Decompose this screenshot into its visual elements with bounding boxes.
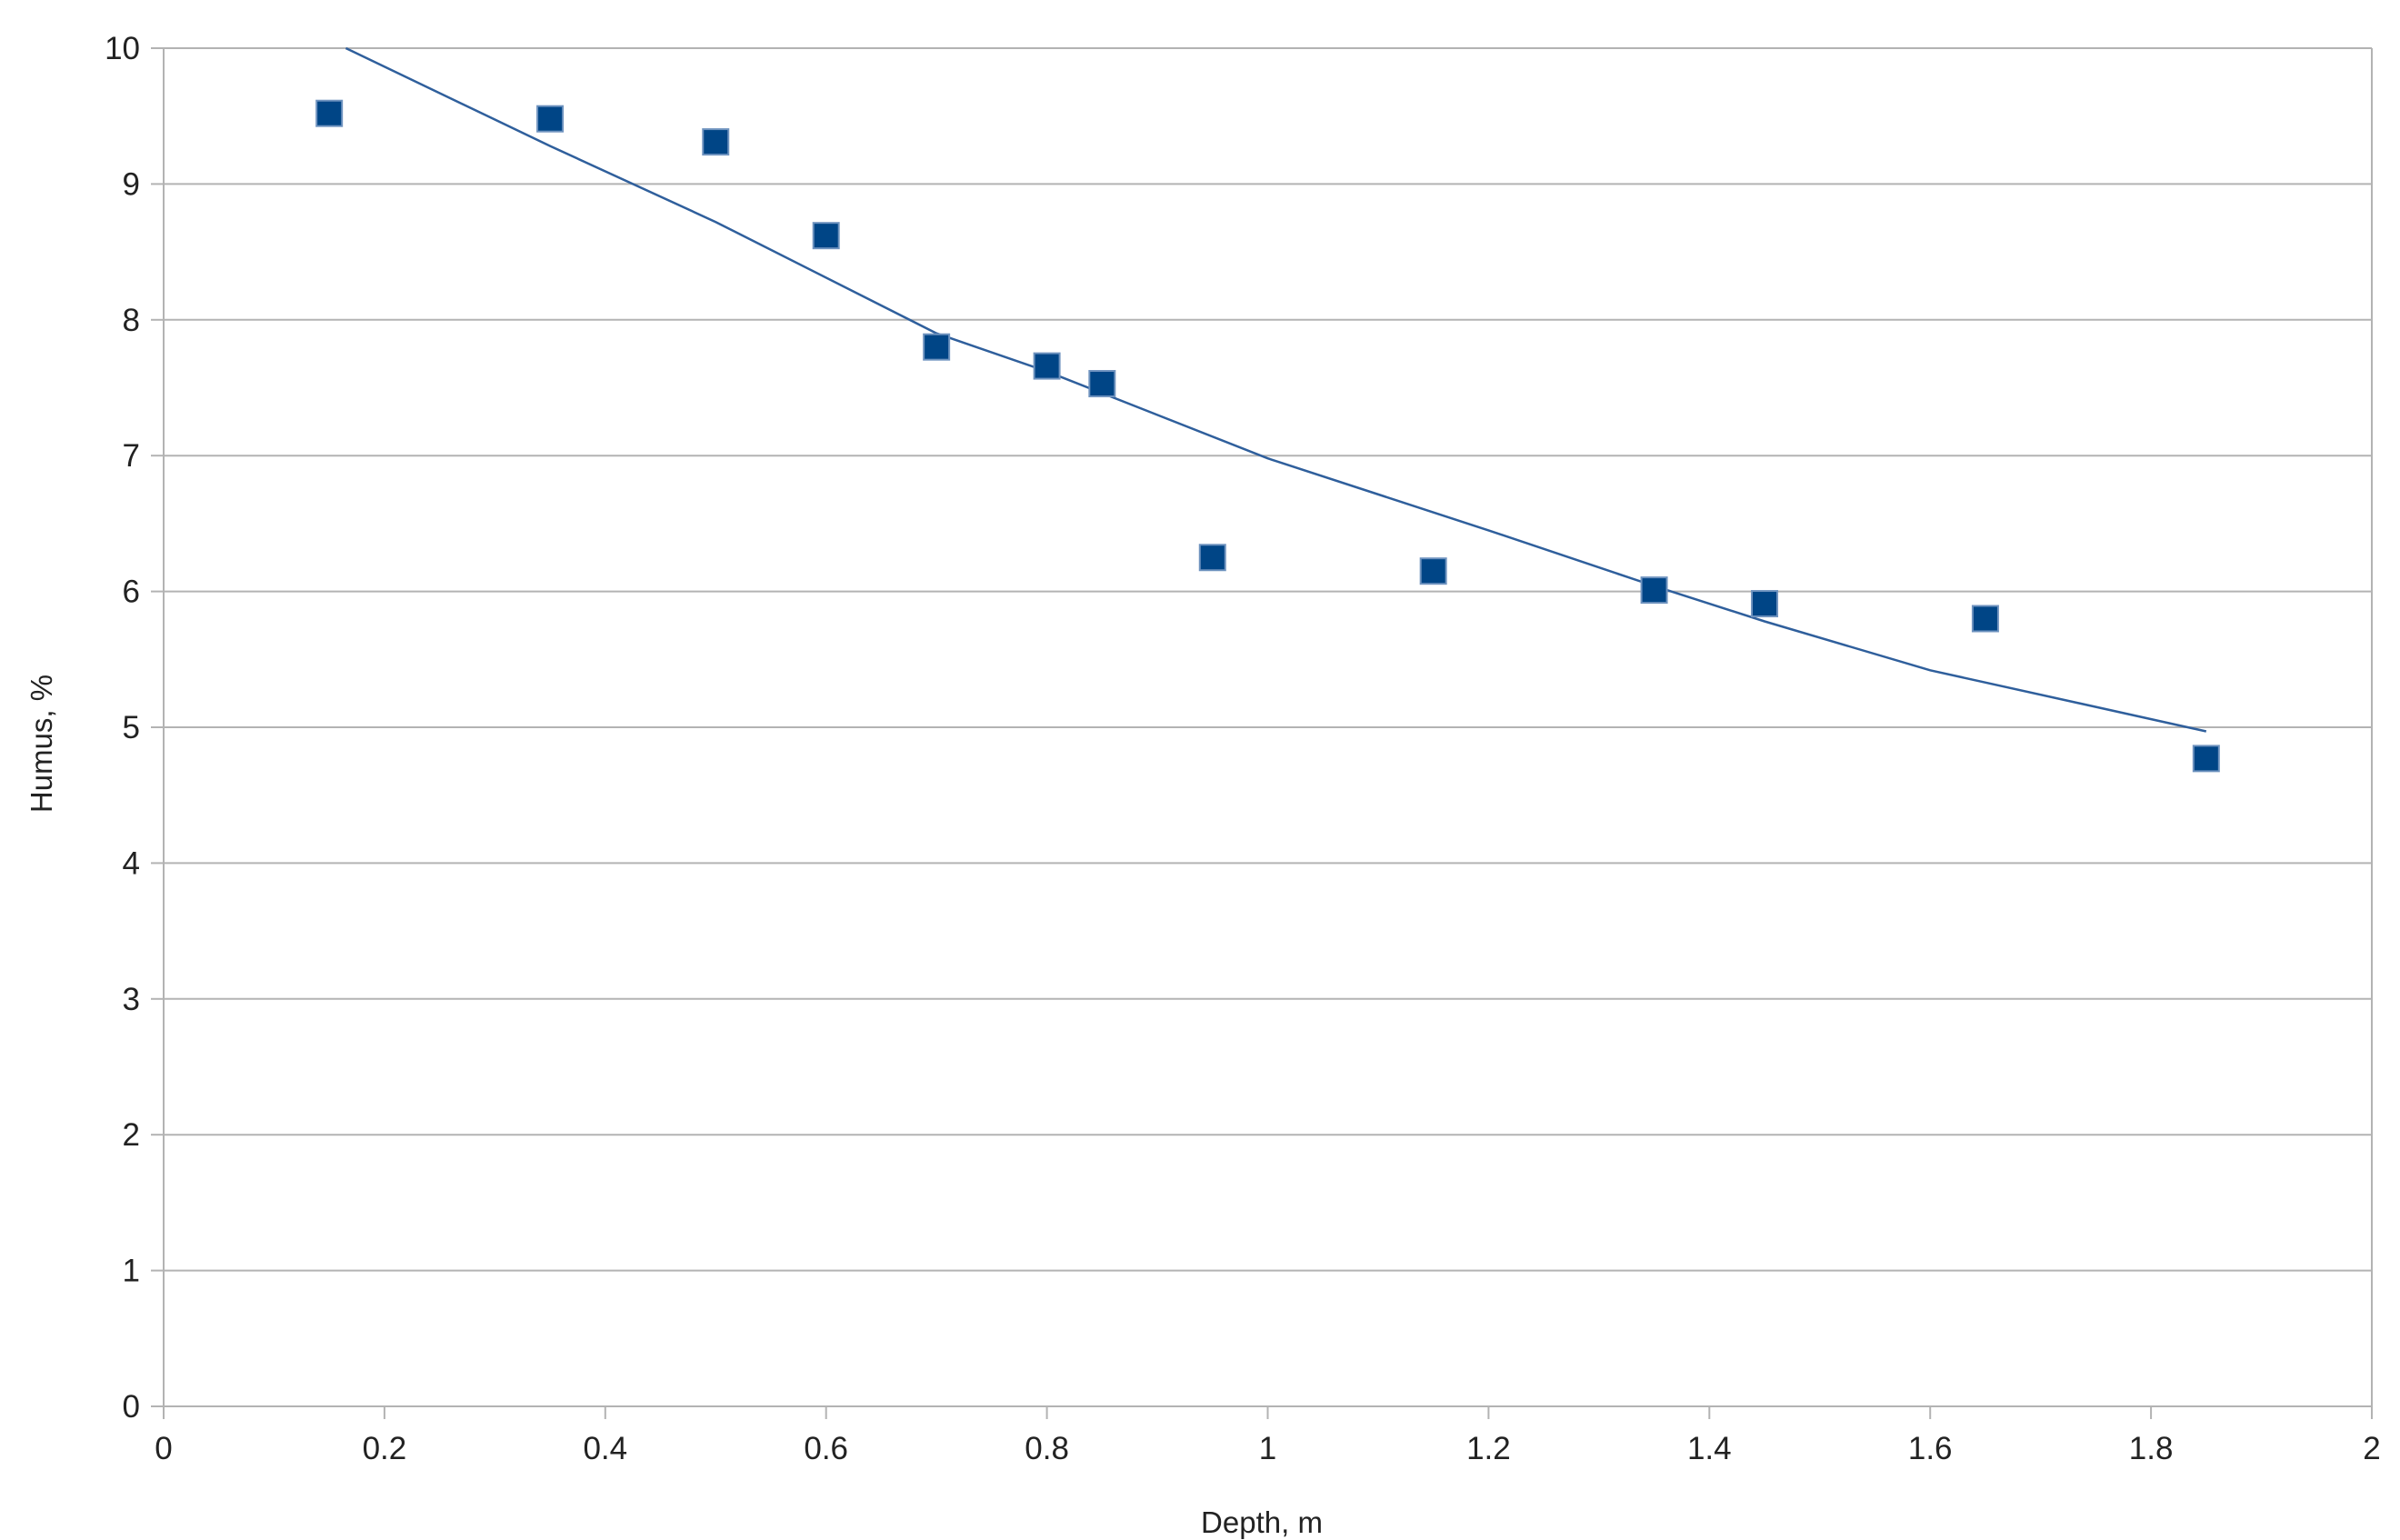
trendline bbox=[345, 46, 2207, 733]
y-axis-title: Humus, % bbox=[25, 675, 58, 813]
y-tick-labels: 0 1 2 3 4 5 6 7 8 9 10 bbox=[105, 31, 140, 1425]
y-tick-label: 10 bbox=[105, 31, 140, 66]
data-point bbox=[1088, 370, 1116, 398]
y-tick-label: 5 bbox=[123, 710, 140, 745]
x-tick-label: 1.6 bbox=[1908, 1431, 1953, 1466]
data-point bbox=[1971, 605, 1999, 633]
y-tick-label: 4 bbox=[123, 845, 140, 881]
data-point bbox=[812, 222, 840, 250]
x-tick-label: 0.2 bbox=[363, 1431, 407, 1466]
data-point bbox=[1640, 576, 1668, 605]
y-tick-label: 6 bbox=[123, 575, 140, 610]
y-tick-label: 1 bbox=[123, 1254, 140, 1289]
x-tick-label: 0.6 bbox=[804, 1431, 848, 1466]
x-tick-label: 1.2 bbox=[1466, 1431, 1511, 1466]
y-tick-label: 2 bbox=[123, 1117, 140, 1153]
y-tick-label: 8 bbox=[123, 303, 140, 338]
data-point bbox=[2192, 745, 2220, 773]
gridlines bbox=[151, 47, 2372, 1407]
data-point bbox=[702, 128, 730, 156]
x-tick-label: 1.8 bbox=[2129, 1431, 2174, 1466]
data-point bbox=[923, 333, 951, 361]
x-tick-label: 1.4 bbox=[1687, 1431, 1732, 1466]
x-tick-label: 0.4 bbox=[583, 1431, 627, 1466]
y-tick-label: 9 bbox=[123, 166, 140, 202]
x-tick-labels: 0 0.2 0.4 0.6 0.8 1 1.2 1.4 1.6 1.8 2 bbox=[155, 1431, 2380, 1466]
x-tick-label: 0 bbox=[155, 1431, 172, 1466]
x-tick-label: 1 bbox=[1259, 1431, 1276, 1466]
x-axis-title: Depth, m bbox=[1201, 1505, 1323, 1539]
data-point bbox=[536, 105, 565, 133]
data-point bbox=[1419, 557, 1447, 585]
y-tick-label: 7 bbox=[123, 438, 140, 474]
plot-frame bbox=[163, 48, 2373, 1419]
y-tick-label: 3 bbox=[123, 982, 140, 1017]
data-point bbox=[1198, 544, 1226, 572]
data-point bbox=[1751, 590, 1779, 618]
x-tick-label: 2 bbox=[2363, 1431, 2380, 1466]
data-points bbox=[315, 99, 2220, 773]
trendline-layer bbox=[345, 46, 2207, 733]
data-point bbox=[315, 99, 344, 127]
y-tick-label: 0 bbox=[123, 1389, 140, 1425]
data-point bbox=[1033, 352, 1061, 380]
x-tick-label: 0.8 bbox=[1025, 1431, 1069, 1466]
